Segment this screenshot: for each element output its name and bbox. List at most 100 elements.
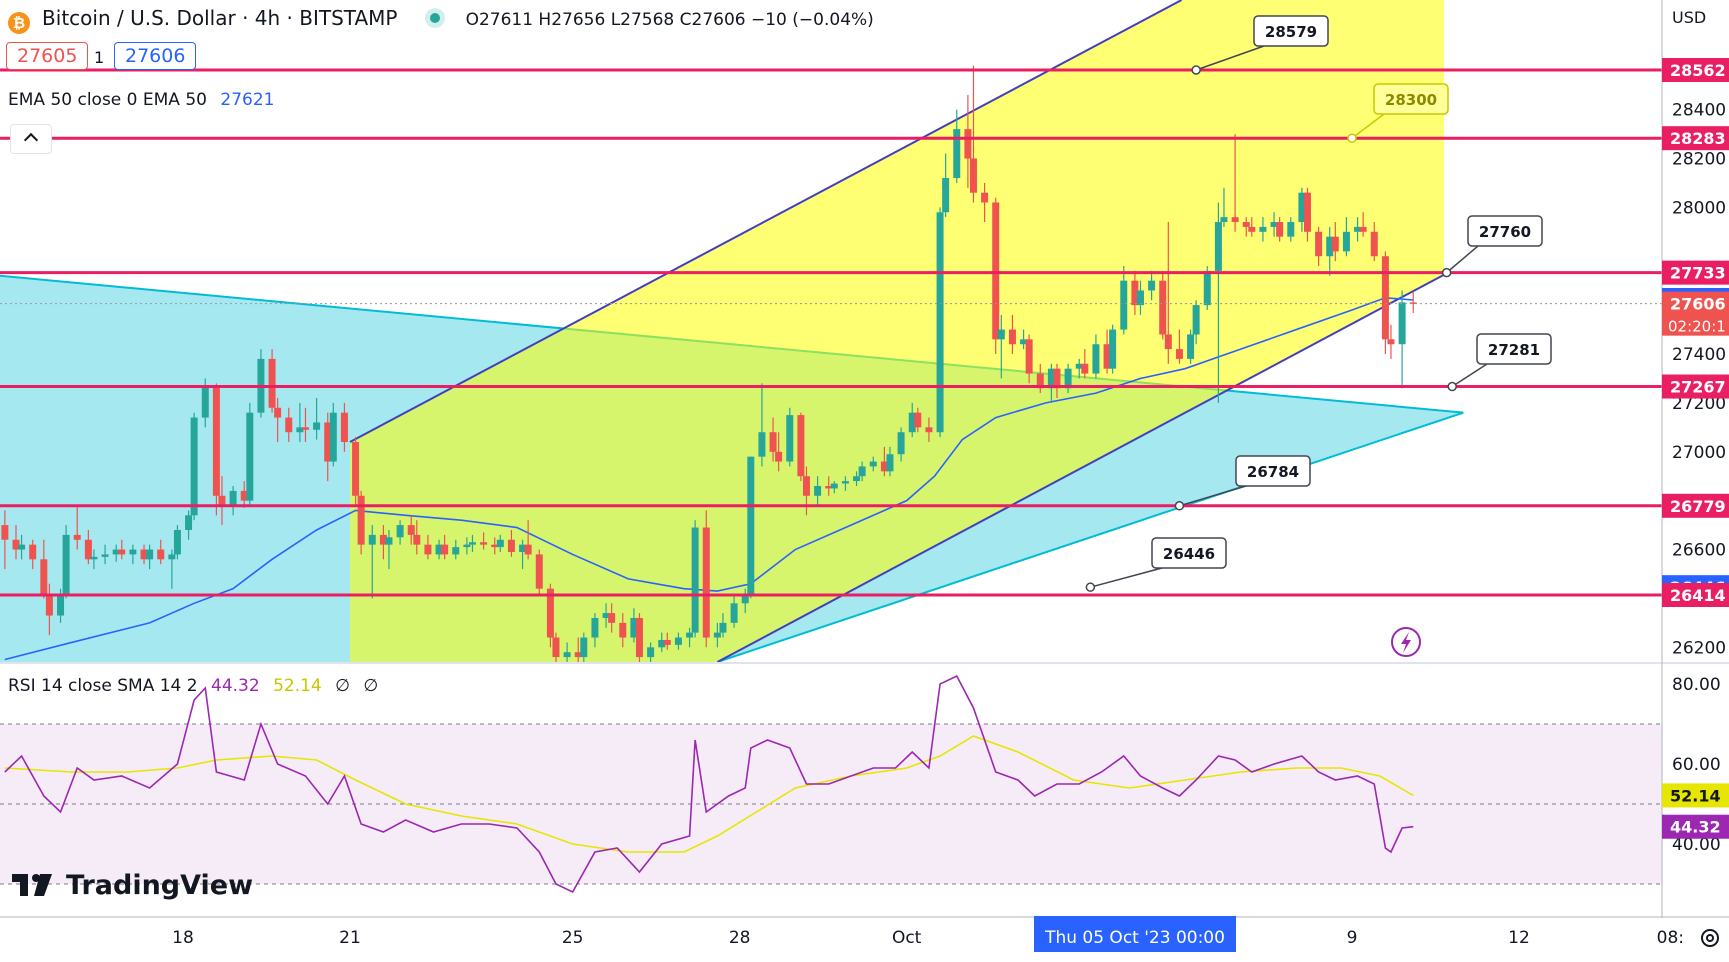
ema-legend[interactable]: EMA 50 close 0 EMA 50 27621: [8, 90, 274, 110]
candle-body: [769, 432, 777, 452]
candle-body: [608, 613, 616, 623]
candle: [1409, 291, 1417, 313]
candle: [1164, 222, 1172, 364]
price-tag-label: 28562: [1670, 61, 1726, 80]
candle-body: [897, 432, 905, 455]
candle-body: [396, 525, 404, 538]
candle-body: [463, 544, 471, 548]
candle-body: [73, 534, 81, 540]
candle: [385, 529, 393, 570]
symbol-title[interactable]: Bitcoin / U.S. Dollar · 4h · BITSTAMP: [42, 6, 398, 30]
price-axis[interactable]: 26200 26600 27000 27200 27400 28000 28200 28400: [1672, 101, 1726, 659]
candle: [635, 613, 643, 662]
candle: [702, 510, 710, 648]
price-callout[interactable]: 26446: [1085, 537, 1227, 592]
candle-body: [1303, 192, 1311, 232]
candle: [274, 398, 282, 442]
candle-body: [1131, 280, 1139, 306]
candle-body: [407, 525, 415, 535]
candle: [1398, 290, 1406, 389]
price-callout[interactable]: 28300: [1347, 83, 1449, 143]
candle-body: [1175, 349, 1183, 359]
candle-body: [1248, 226, 1256, 232]
candle-body: [507, 539, 515, 552]
candle: [1020, 329, 1028, 350]
symbol-header[interactable]: ₿ Bitcoin / U.S. Dollar · 4h · BITSTAMP …: [8, 6, 874, 34]
price-callout[interactable]: 28579: [1191, 15, 1329, 75]
candle-body: [535, 554, 543, 589]
time-axis[interactable]: 18 21 25 28 Oct 9 12: [172, 928, 1530, 948]
candle: [268, 349, 276, 413]
candle-body: [1053, 368, 1061, 389]
candle-body: [229, 490, 237, 506]
candle-body: [1187, 334, 1195, 359]
candle-body: [1331, 236, 1339, 252]
price-tag-bg: [1662, 583, 1729, 607]
candle: [580, 632, 588, 662]
time-tick-label: 08:: [1657, 928, 1684, 948]
currency-label[interactable]: USD: [1672, 8, 1707, 27]
collapse-legend-button[interactable]: [10, 124, 52, 154]
ema-legend-label: EMA 50 close 0 EMA 50: [8, 90, 207, 110]
rsi-legend[interactable]: RSI 14 close SMA 14 2 44.32 52.14 ∅ ∅: [8, 676, 378, 696]
candle: [1192, 300, 1200, 345]
price-callout[interactable]: 26784: [1174, 455, 1311, 511]
drawing-layer: [0, 0, 1464, 663]
price-tag-bg: [1662, 260, 1729, 285]
candle: [942, 153, 950, 218]
candle: [396, 520, 404, 545]
candle: [853, 471, 861, 486]
callout-anchor: [1447, 381, 1457, 392]
gear-icon[interactable]: [1701, 929, 1719, 947]
price-tick-label: 26200: [1672, 638, 1726, 658]
candle: [1053, 363, 1061, 399]
candle: [1326, 226, 1334, 276]
triangle-lower-line: [717, 411, 1464, 663]
price-callout[interactable]: 27281: [1447, 333, 1552, 392]
candle-body: [830, 483, 838, 489]
candle-body: [29, 544, 37, 560]
callout-label: 27760: [1479, 223, 1531, 241]
tradingview-wordmark: TradingView: [66, 870, 253, 901]
candle-body: [435, 544, 443, 555]
candle-body: [981, 192, 989, 203]
candle-body: [797, 415, 805, 477]
price-callouts[interactable]: 28579 28300 27760 27281 26784 26446: [1085, 15, 1552, 592]
candle-body: [663, 639, 671, 645]
callout-label: 28579: [1265, 23, 1317, 41]
bitcoin-icon: ₿: [8, 12, 30, 34]
rsi-line: [4, 674, 1414, 894]
candle: [73, 505, 81, 550]
price-tick-label: 28400: [1672, 101, 1726, 121]
candle: [480, 532, 488, 550]
time-tick-label: 28: [729, 928, 751, 948]
spread-value: 1: [94, 48, 105, 67]
alert-lightning-icon[interactable]: [1391, 627, 1421, 657]
bid-button[interactable]: 27605: [6, 42, 89, 70]
candle: [925, 417, 933, 442]
candle: [1242, 217, 1250, 237]
candle: [441, 534, 449, 560]
candle: [535, 549, 543, 594]
candle: [914, 407, 922, 433]
candle: [1387, 324, 1395, 359]
candle: [1231, 134, 1239, 232]
candle: [285, 407, 293, 442]
candle: [173, 525, 181, 560]
callout-pointer: [1446, 245, 1479, 274]
candle: [758, 383, 766, 467]
candle: [157, 539, 165, 565]
candle: [1331, 222, 1339, 262]
candle-body: [591, 617, 599, 638]
candle: [769, 417, 777, 462]
candle-body: [101, 554, 109, 557]
rsi-axis[interactable]: 40.00 60.00 80.00 52.14 44.32: [1662, 675, 1729, 855]
crosshair-time-label: Thu 05 Oct '23 00:00: [1044, 928, 1225, 948]
candle: [825, 476, 833, 496]
time-tick-label: Oct: [892, 928, 922, 948]
ask-button[interactable]: 27606: [114, 42, 197, 70]
candle: [992, 197, 1000, 355]
price-callout[interactable]: 27760: [1441, 215, 1543, 278]
candle: [691, 520, 699, 638]
